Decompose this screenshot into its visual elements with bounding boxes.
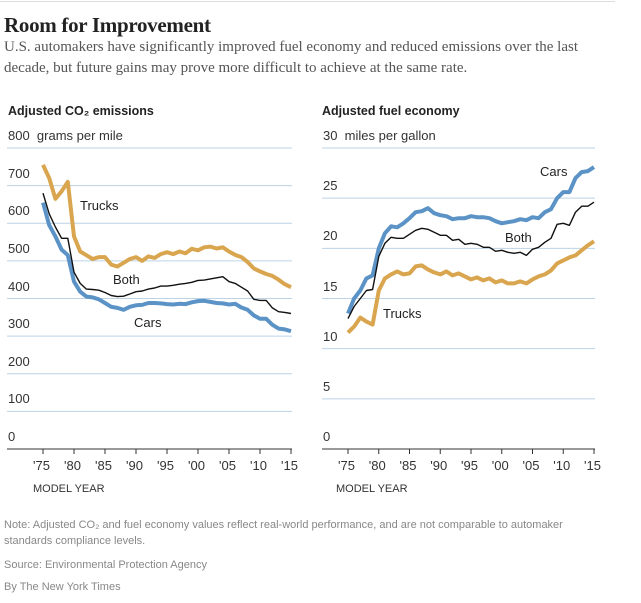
co2-x-tick-label: '90	[126, 458, 143, 473]
co2-y-tick-label: 400	[8, 278, 30, 294]
co2-x-axis-label: MODEL YEAR	[33, 483, 105, 495]
mpg-series-both-line	[347, 201, 595, 319]
mpg-y-tick-label: 10	[323, 328, 338, 344]
co2-y-tick-label: 800 grams per mile	[8, 128, 123, 143]
mpg-label-cars: Cars	[540, 164, 568, 179]
co2-series-trucks-line	[41, 164, 292, 290]
co2-label-cars: Cars	[134, 315, 162, 330]
co2-y-tick-label: 0	[8, 429, 16, 444]
co2-y-tick-label: 100	[8, 391, 30, 407]
mpg-chart-title: Adjusted fuel economy	[322, 104, 460, 118]
mpg-label-trucks: Trucks	[383, 306, 422, 321]
co2-y-tick-label: 700	[8, 165, 30, 181]
mpg-x-tick-label: '15	[584, 458, 601, 473]
co2-y-tick-label: 600	[8, 203, 30, 219]
co2-label-both: Both	[113, 272, 140, 287]
co2-x-tick-label: '80	[64, 458, 81, 473]
graphic-title: Room for Improvement	[4, 13, 211, 37]
co2-x-tick-label: '15	[281, 458, 298, 473]
co2-y-tick-label: 200	[8, 353, 30, 369]
co2-y-tick-label: 500	[8, 240, 30, 256]
mpg-y-tick-label: 30 miles per gallon	[323, 128, 436, 143]
mpg-x-tick-label: '80	[368, 458, 386, 473]
footnote: Note: Adjusted CO₂ and fuel economy valu…	[4, 519, 563, 547]
co2-series-both-line	[42, 192, 292, 315]
mpg-y-tick-label: 20	[323, 228, 338, 244]
mpg-x-tick-label: '85	[399, 458, 417, 473]
mpg-x-tick-label: '90	[430, 458, 448, 473]
co2-series-cars-line	[41, 202, 292, 334]
mpg-y-tick-label: 5	[323, 378, 331, 394]
co2-x-tick-label: '95	[157, 458, 174, 473]
mpg-x-tick-label: '75	[338, 458, 355, 473]
mpg-x-tick-label: '05	[522, 458, 540, 473]
graphic-subtitle: U.S. automakers have significantly impro…	[4, 39, 579, 76]
credit: By The New York Times	[4, 581, 121, 593]
co2-x-tick-label: '75	[33, 458, 50, 473]
co2-label-trucks: Trucks	[80, 198, 119, 213]
mpg-y-tick-label: 0	[323, 429, 331, 444]
co2-x-tick-label: '05	[219, 458, 236, 473]
co2-x-tick-label: '85	[95, 458, 112, 473]
mpg-y-tick-label: 15	[323, 278, 338, 294]
co2-chart-title: Adjusted CO₂ emissions	[8, 104, 154, 118]
co2-y-tick-label: 300	[8, 316, 30, 332]
mpg-x-axis-label: MODEL YEAR	[336, 483, 408, 495]
mpg-y-tick-label: 25	[323, 178, 338, 194]
mpg-label-both: Both	[505, 230, 532, 245]
mpg-series-cars-line	[346, 165, 596, 315]
co2-x-tick-label: '10	[250, 458, 267, 473]
mpg-x-tick-label: '00	[491, 458, 509, 473]
source: Source: Environmental Protection Agency	[4, 559, 208, 571]
mpg-x-tick-label: '10	[553, 458, 571, 473]
co2-x-tick-label: '00	[188, 458, 205, 473]
mpg-x-tick-label: '95	[461, 458, 478, 473]
mpg-series-trucks-line	[346, 239, 596, 335]
top-divider	[0, 1, 615, 2]
